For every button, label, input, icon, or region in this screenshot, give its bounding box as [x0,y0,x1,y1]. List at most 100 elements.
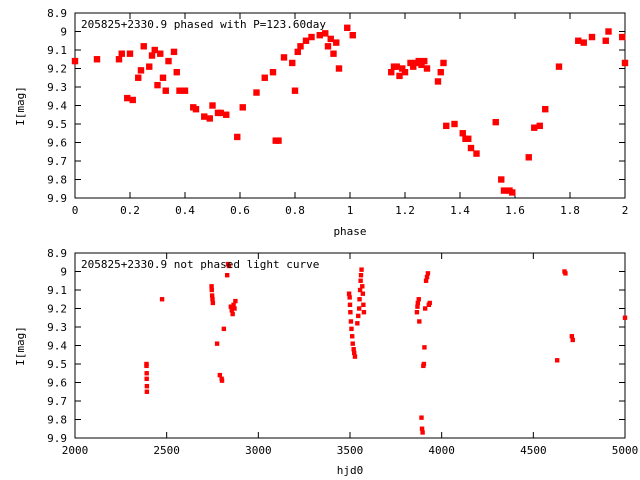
y-tick-label: 9.6 [47,377,67,390]
data-point [352,350,357,356]
data-point [280,54,288,61]
x-tick-label: 1.2 [395,204,415,217]
x-tick-label: 0.2 [120,204,140,217]
data-point [201,113,208,120]
data-point [555,63,563,70]
data-point [224,273,230,278]
data-point [223,111,230,118]
data-point [144,371,149,376]
x-tick-label: 3500 [337,444,364,457]
data-point [346,291,352,296]
data-point [437,69,444,76]
data-point [129,96,136,104]
x-tick-label: 1.4 [450,204,470,217]
data-point [221,326,227,332]
plot-title: 205825+2330.9 not phased light curve [81,258,319,271]
data-point [146,63,153,70]
x-axis-label: phase [333,225,366,238]
data-point [361,302,366,307]
x-tick-label: 2500 [153,444,180,457]
data-point [423,278,429,283]
data-point [144,376,149,381]
data-point [135,74,142,81]
data-point [388,69,395,76]
data-point [415,57,422,65]
x-tick-label: 3000 [245,444,272,457]
data-point [420,430,425,435]
data-point [500,187,508,194]
data-point [393,63,400,70]
data-point [361,310,367,315]
y-tick-label: 9.5 [47,118,67,131]
y-tick-label: 9.4 [47,340,67,353]
data-point [619,33,626,41]
data-point [352,354,358,359]
y-tick-label: 9 [60,26,67,39]
data-point [316,32,323,39]
data-point [239,104,246,111]
data-point [425,271,431,276]
y-tick-label: 9.7 [47,395,67,408]
data-point [228,304,234,309]
data-point [424,274,430,280]
y-tick-label: 9 [60,266,67,279]
x-tick-label: 1.6 [505,204,525,217]
axis-ticks [74,12,626,199]
x-tick-label: 0.6 [230,204,250,217]
data-point [419,426,425,431]
data-point [219,378,225,383]
data-point [621,59,629,67]
data-point [217,372,223,378]
y-tick-label: 8.9 [47,247,67,260]
x-tick-label: 0.8 [285,204,305,217]
y-tick-label: 9.1 [47,44,67,57]
y-tick-label: 9.3 [47,81,67,94]
data-points [144,261,628,435]
data-point [210,297,215,302]
data-point [291,87,299,94]
phased-light-curve-plot: 0 0.2 0.4 0.6 0.8 1 1.2 1.4 1.6 1.8 2 8.9 9 9.1 9.2 9.… [14,7,628,238]
data-point [170,48,178,56]
y-tick-label: 9.3 [47,321,67,334]
x-tick-label: 2000 [62,444,89,457]
data-points [71,24,629,196]
y-tick-label: 9.1 [47,284,67,297]
plot-title: 205825+2330.9 phased with P=123.60day [81,18,326,31]
y-tick-labels: 8.9 9 9.1 9.2 9.3 9.4 9.5 9.6 9.7 9.8 9.9 [47,247,67,445]
data-point [347,295,352,300]
data-point [192,106,200,113]
data-point [467,144,475,152]
y-axis-label: I[mag] [14,86,27,126]
data-point [214,341,220,346]
data-point [159,297,165,302]
data-point [226,263,232,269]
data-point [416,297,421,302]
data-point [231,302,236,307]
data-point [465,135,472,142]
data-point [575,37,582,44]
data-point [407,59,414,67]
x-tick-label: 1.8 [560,204,580,217]
data-point [427,300,432,306]
data-point [622,315,628,320]
x-tick-labels: 0 0.2 0.4 0.6 0.8 1 1.2 1.4 1.6 1.8 2 [72,204,629,217]
data-point [333,39,340,46]
data-point [542,106,549,113]
data-point [531,124,538,131]
data-point [126,50,134,57]
data-point [144,389,150,394]
data-point [396,72,403,80]
y-axis-label: I[mag] [14,326,27,366]
data-point [525,154,532,161]
data-point [144,363,149,369]
data-point [154,81,161,89]
data-point [351,347,356,352]
data-point [570,337,575,343]
x-tick-label: 1 [347,204,354,217]
data-point [440,59,447,67]
data-point [415,304,420,309]
y-tick-label: 9.2 [47,63,67,76]
data-point [275,137,282,144]
data-point [151,46,158,54]
